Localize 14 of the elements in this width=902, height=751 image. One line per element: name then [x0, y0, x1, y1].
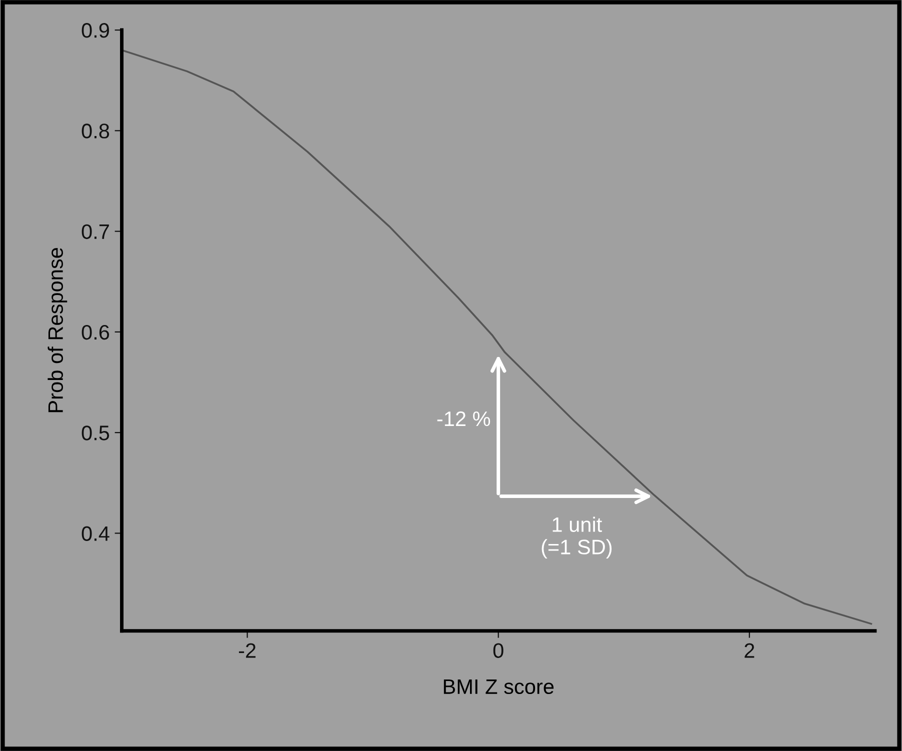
y-axis-title: Prob of Response [48, 248, 68, 412]
y-tick-label: 0.7 [82, 224, 109, 240]
x-tick-label: 2 [744, 643, 754, 658]
x-axis-title: BMI Z score [444, 680, 554, 694]
y-tick-label: 0.9 [82, 23, 109, 38]
y-tick-label: 0.6 [82, 324, 110, 340]
annotation: -12 % [437, 411, 490, 426]
y-tick-label: 0.4 [82, 526, 110, 541]
x-tick-label: 0 [493, 643, 504, 658]
x-tick-label: -2 [238, 643, 256, 658]
y-tick-label: 0.5 [82, 426, 110, 440]
line-series [122, 49, 872, 625]
y-tick-label: 0.8 [82, 124, 110, 138]
annotation: 1 unit (=1 SD) [542, 516, 612, 559]
